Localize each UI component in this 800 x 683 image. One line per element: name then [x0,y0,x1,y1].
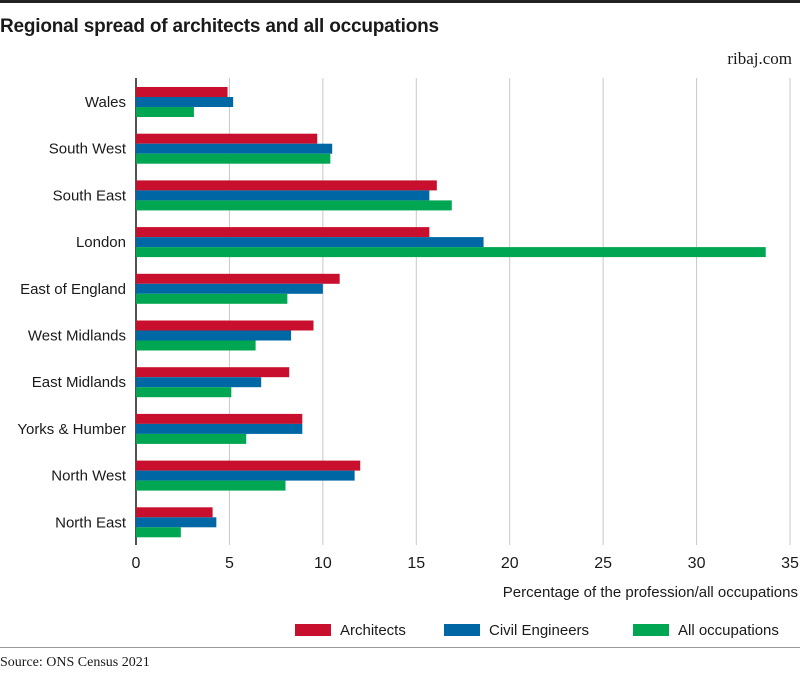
bar-all-occupations [136,200,452,211]
bar-all-occupations [136,433,247,444]
bar-civil-engineers [136,470,355,481]
bar-architects [136,413,303,424]
x-tick-label: 20 [501,555,519,572]
bar-all-occupations [136,480,286,491]
category-label: North East [55,514,127,531]
x-tick-label: 35 [781,555,799,572]
chart-title: Regional spread of architects and all oc… [0,16,439,37]
brand-label: ribaj.com [727,49,792,68]
bar-architects [136,133,318,144]
x-tick-label: 30 [688,555,706,572]
x-tick-label: 5 [225,555,234,572]
bar-civil-engineers [136,97,234,107]
bottom-rule [0,647,800,648]
bar-architects [136,87,228,97]
bar-civil-engineers [136,190,430,201]
legend-swatch [633,624,669,636]
bar-architects [136,367,290,378]
category-label: Wales [85,94,126,111]
category-label: East of England [20,281,126,298]
legend-swatch [295,624,331,636]
bar-all-occupations [136,387,232,398]
bar-all-occupations [136,340,256,351]
bar-architects [136,460,361,471]
bar-architects [136,227,430,238]
category-label: West Midlands [28,328,126,345]
bar-all-occupations [136,527,181,538]
category-label: North West [51,468,127,485]
top-rule [0,0,800,3]
bar-all-occupations [136,153,331,164]
bar-architects [136,273,340,284]
bar-civil-engineers [136,143,333,154]
category-label: South West [49,141,127,158]
category-label: South East [53,187,127,204]
x-tick-label: 25 [594,555,612,572]
bar-civil-engineers [136,283,323,294]
x-tick-label: 0 [132,555,141,572]
bar-civil-engineers [136,423,303,434]
bar-civil-engineers [136,330,292,341]
category-label: London [76,234,126,251]
bar-civil-engineers [136,377,262,388]
x-axis-title: Percentage of the profession/all occupat… [503,584,798,601]
bar-civil-engineers [136,237,484,248]
legend-label: Civil Engineers [489,622,589,639]
legend-label: All occupations [678,622,779,639]
x-tick-label: 15 [407,555,425,572]
bar-architects [136,507,213,518]
x-tick-label: 10 [314,555,332,572]
bar-architects [136,180,437,191]
bar-all-occupations [136,247,766,258]
bar-architects [136,320,314,331]
source-note: Source: ONS Census 2021 [0,655,150,670]
legend-swatch [444,624,480,636]
bar-all-occupations [136,107,194,117]
category-label: East Midlands [32,374,126,391]
category-label: Yorks & Humber [17,421,126,438]
bar-civil-engineers [136,517,217,528]
legend-label: Architects [340,622,406,639]
bar-all-occupations [136,293,288,304]
